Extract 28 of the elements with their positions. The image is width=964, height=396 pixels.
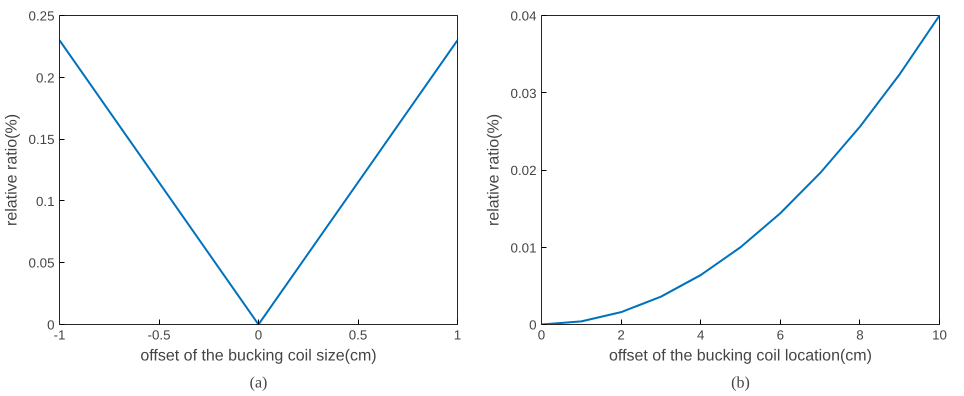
x-tick-label: 10	[932, 328, 947, 342]
y-axis-title: relative ratio(%)	[4, 114, 21, 226]
line-series	[542, 16, 940, 324]
y-tick-label: 0.01	[510, 240, 537, 256]
x-tick-label: 8	[856, 328, 864, 342]
x-tick-label: 6	[776, 328, 784, 342]
x-tick-label: 4	[696, 328, 705, 342]
y-tick-label: 0.1	[36, 194, 55, 209]
y-tick-label: 0.05	[28, 256, 55, 271]
y-tick-label: 0.2	[36, 70, 55, 86]
text: (a)	[250, 374, 268, 392]
x-tick-label: 2	[617, 328, 625, 342]
x-tick-label: 0.5	[348, 328, 368, 342]
y-tick-label: 0	[47, 318, 55, 332]
x-axis-title: offset of the bucking coil size(cm)	[140, 348, 377, 364]
y-tick-label: 0	[529, 318, 537, 332]
text: (b)	[731, 374, 750, 392]
x-tick-label: 1	[454, 328, 462, 342]
x-tick-label: -1	[54, 328, 66, 342]
y-tick-label: 0.04	[510, 8, 538, 24]
x-tick-label: 0	[254, 328, 262, 342]
y-tick-label: 0.02	[510, 163, 537, 178]
x-tick-label: -0.5	[148, 328, 170, 342]
y-tick-label: 0.25	[28, 8, 55, 24]
x-axis-title: offset of the bucking coil location(cm)	[609, 348, 872, 364]
y-tick-label: 0.15	[28, 132, 55, 148]
y-tick-label: 0.03	[510, 86, 537, 101]
y-axis-title: relative ratio(%)	[486, 114, 503, 226]
